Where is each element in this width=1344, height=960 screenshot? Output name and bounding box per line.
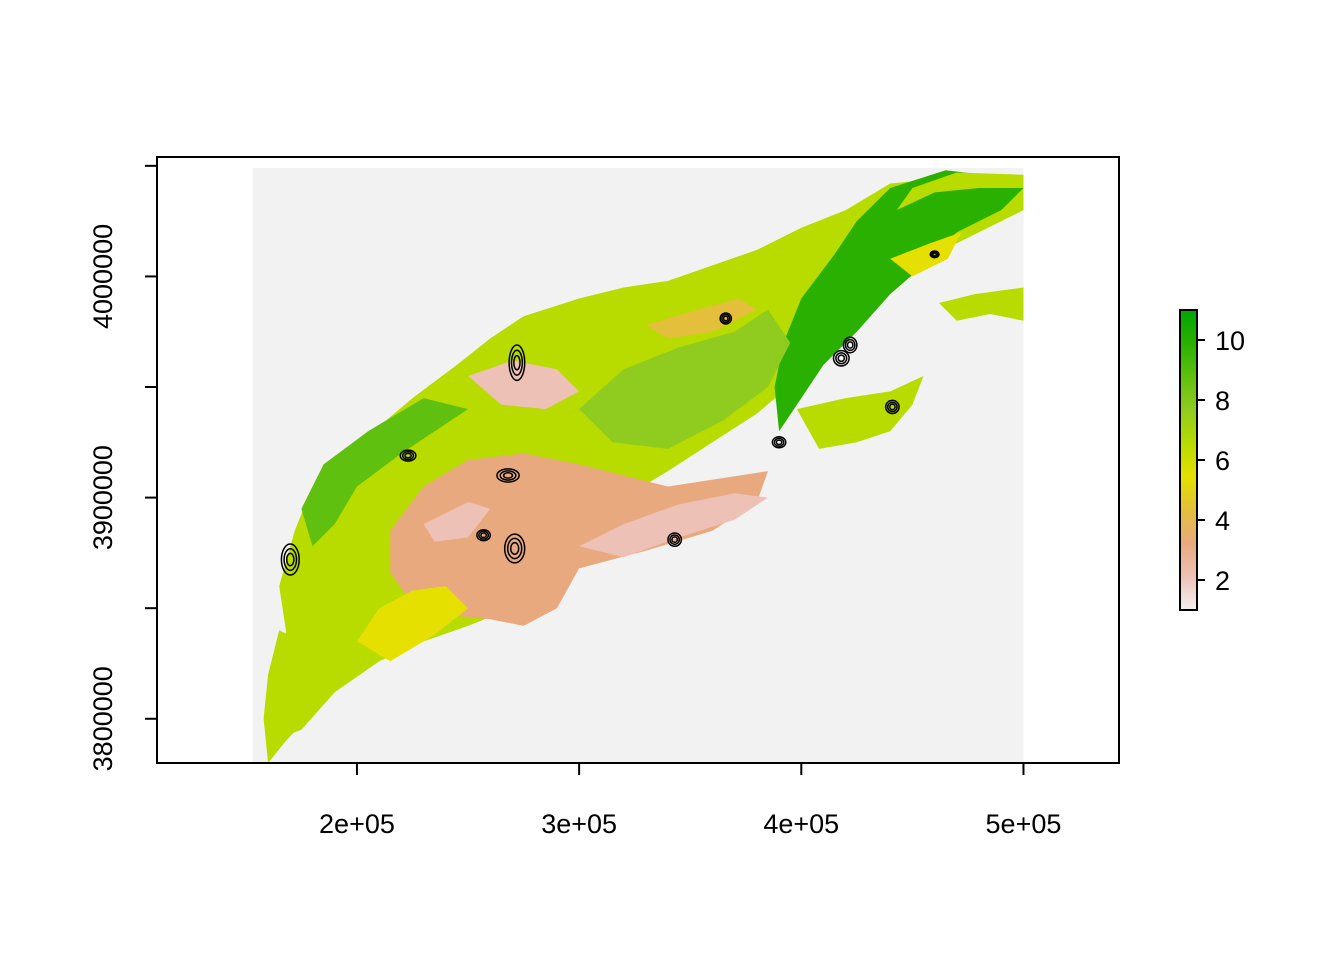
y-tick-label: 3900000 bbox=[88, 445, 118, 550]
contour-line bbox=[832, 349, 850, 367]
contour-line bbox=[669, 534, 681, 545]
legend-tick-label: 6 bbox=[1215, 446, 1230, 476]
contour-line bbox=[773, 437, 785, 447]
legend-color-bar bbox=[1179, 309, 1198, 611]
contour-line bbox=[667, 532, 683, 547]
contour-line bbox=[478, 530, 490, 540]
y-tick-label: 3800000 bbox=[88, 666, 118, 771]
contour-line bbox=[835, 352, 848, 365]
raster-region bbox=[579, 309, 791, 449]
contour-lines bbox=[280, 250, 940, 576]
contour-line bbox=[476, 528, 492, 542]
contour-line bbox=[510, 349, 524, 376]
contour-line bbox=[502, 472, 514, 479]
contour-line bbox=[929, 250, 940, 259]
raster-region bbox=[890, 232, 962, 277]
legend-tick-label: 4 bbox=[1215, 506, 1230, 536]
raster-region bbox=[390, 453, 768, 626]
y-axis: 3800000 3900000 4000000 bbox=[88, 164, 158, 771]
contour-line bbox=[844, 338, 856, 352]
contour-line bbox=[508, 344, 526, 382]
contour-line bbox=[509, 541, 520, 556]
contour-line bbox=[499, 470, 517, 481]
legend-tick-label: 2 bbox=[1215, 566, 1230, 596]
x-tick-label: 3e+05 bbox=[541, 809, 617, 839]
x-axis: 2e+05 3e+05 4e+05 5e+05 bbox=[319, 762, 1062, 839]
contour-line bbox=[503, 533, 526, 564]
plot-area bbox=[252, 168, 1024, 763]
raster-region bbox=[774, 170, 1024, 432]
raster-region bbox=[468, 360, 580, 410]
raster-region bbox=[896, 172, 1024, 211]
y-tick-label: 4000000 bbox=[88, 224, 118, 329]
contour-line bbox=[719, 312, 733, 325]
raster-region bbox=[301, 398, 468, 547]
contour-line bbox=[283, 547, 298, 572]
contour-line bbox=[496, 468, 520, 483]
contour-line bbox=[671, 536, 679, 544]
contour-line bbox=[480, 532, 488, 539]
contour-line bbox=[886, 401, 898, 413]
contour-line bbox=[842, 336, 858, 354]
contour-line bbox=[399, 449, 417, 462]
raster-region bbox=[579, 493, 768, 558]
raster-region bbox=[423, 502, 491, 542]
raster-region bbox=[939, 287, 1024, 321]
contour-line bbox=[506, 537, 523, 560]
contour-line bbox=[932, 252, 938, 257]
contour-line bbox=[722, 315, 729, 322]
contour-line bbox=[721, 313, 731, 324]
raster-region bbox=[263, 630, 331, 763]
contour-line bbox=[280, 543, 300, 576]
contour-line bbox=[401, 450, 415, 461]
contour-line bbox=[404, 452, 412, 459]
legend-tick-label: 8 bbox=[1215, 386, 1230, 416]
x-tick-label: 5e+05 bbox=[986, 809, 1062, 839]
raster-regions bbox=[263, 170, 1024, 763]
raster-region bbox=[645, 298, 757, 339]
contour-line bbox=[775, 439, 783, 446]
x-tick-label: 4e+05 bbox=[763, 809, 839, 839]
contour-line bbox=[837, 354, 846, 363]
contour-line bbox=[846, 341, 854, 349]
raster-region bbox=[357, 586, 468, 662]
contour-line bbox=[884, 399, 900, 415]
color-legend: 2 4 6 8 10 bbox=[1179, 309, 1245, 611]
raster-region bbox=[796, 376, 924, 449]
contour-line bbox=[888, 403, 896, 411]
contour-line bbox=[285, 552, 295, 567]
contour-line bbox=[930, 251, 939, 258]
contour-line bbox=[771, 436, 787, 449]
legend-tick-label: 10 bbox=[1215, 326, 1245, 356]
x-tick-label: 2e+05 bbox=[319, 809, 395, 839]
contour-line bbox=[513, 354, 521, 371]
